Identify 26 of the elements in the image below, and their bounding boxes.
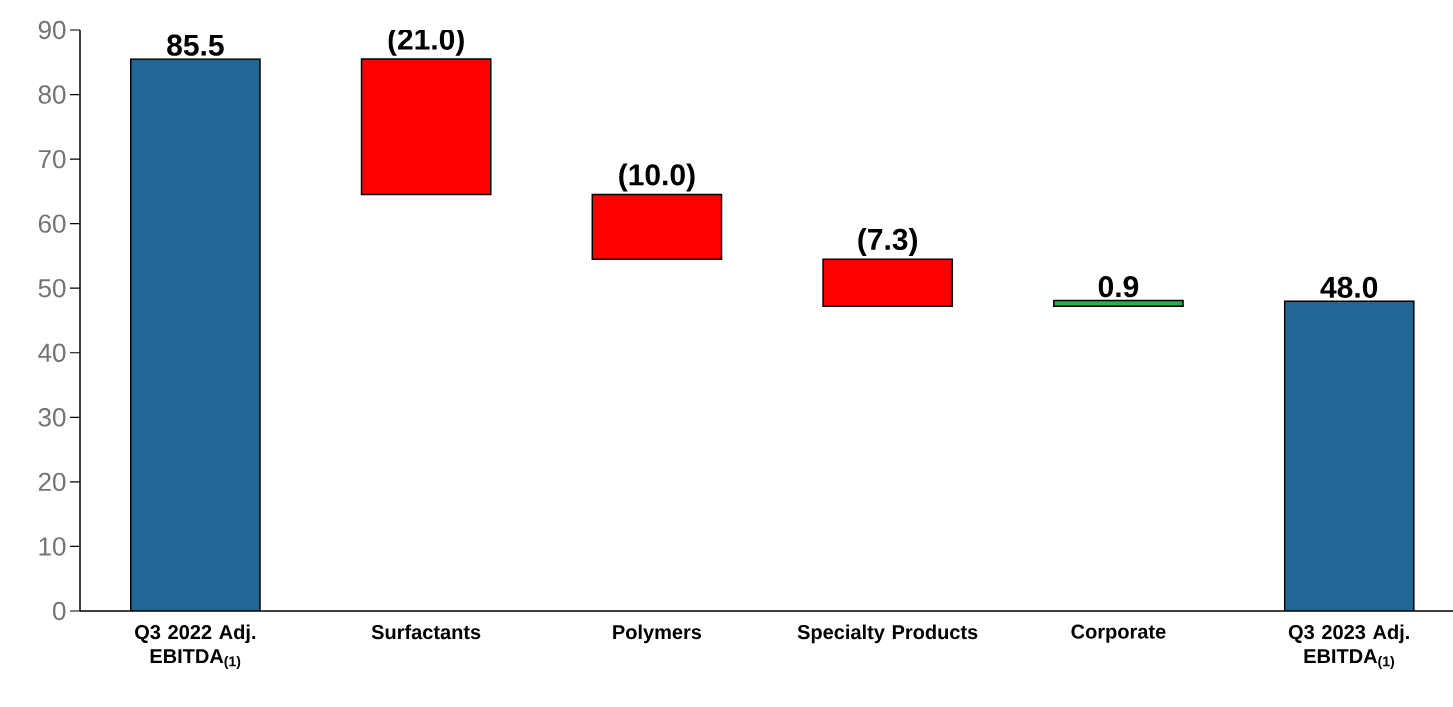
y-tick-label: 30 [38,408,66,427]
data-label: (10.0) [619,163,695,192]
y-tick-label: 60 [38,214,66,233]
data-label: (7.3) [858,228,918,256]
data-label: 85.5 [167,34,224,56]
data-label: (21.0) [388,27,464,56]
x-tick-label: Surfactants [371,624,481,640]
data-label: 0.9 [1098,276,1139,298]
y-tick-label: 0 [53,601,66,621]
x-tick-label: Corporate [1071,624,1166,643]
bar [1053,299,1184,308]
y-tick-label: 20 [38,472,66,492]
x-tick-label: Q3 2023 Adj. EBITDA$_{(1)}$ [1288,624,1409,670]
x-tick-label: Q3 2022 Adj. EBITDA$_{(1)}$ [135,624,256,670]
y-tick-label: 10 [39,537,66,556]
y-tick-label: 90 [38,20,66,40]
data-label: 48.0 [1320,276,1378,298]
bar [591,193,723,260]
y-tick-label: 50 [38,279,66,298]
y-tick-label: 40 [38,343,66,362]
y-tick-label: 70 [38,149,66,169]
x-tick-label: Polymers [613,624,702,644]
x-tick-label: Specialty Products [797,624,978,644]
bar [822,258,954,308]
bar [360,58,492,196]
y-tick-label: 80 [38,85,66,104]
